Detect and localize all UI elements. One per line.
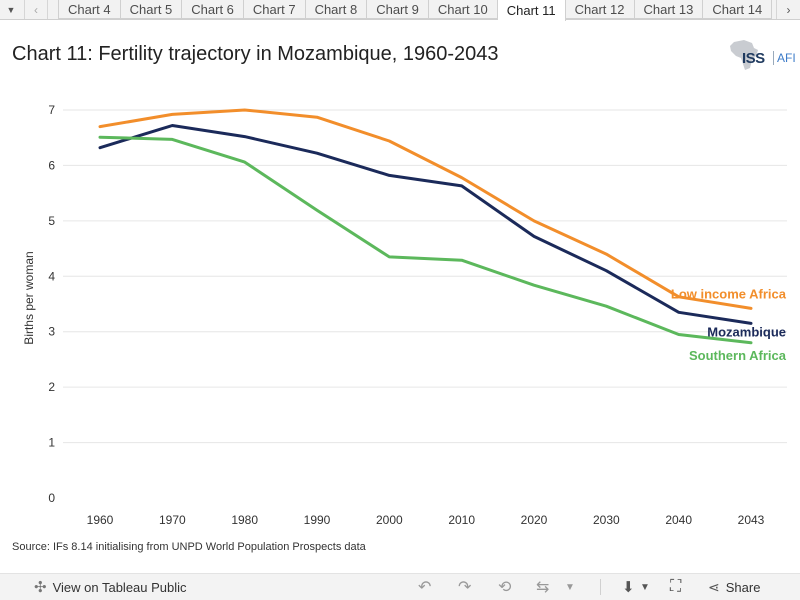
africa-map-icon bbox=[730, 40, 758, 70]
tab-scroll-left-icon[interactable]: ‹ bbox=[24, 0, 48, 19]
share-label: Share bbox=[725, 579, 761, 595]
tab-chart-7[interactable]: Chart 7 bbox=[243, 0, 306, 19]
tableau-toolbar: ✣ View on Tableau Public ↶ ↷ ⟲ ⇆ ▼ ⬇ ▼ ⛶… bbox=[0, 573, 800, 600]
y-tick-label: 7 bbox=[48, 103, 55, 117]
series-line-low-income-africa[interactable] bbox=[98, 108, 753, 310]
tab-chart-14[interactable]: Chart 14 bbox=[703, 0, 773, 19]
tab-chart-5[interactable]: Chart 5 bbox=[120, 0, 183, 19]
series-line-southern-africa[interactable] bbox=[98, 135, 753, 345]
y-tick-label: 2 bbox=[48, 380, 55, 394]
tab-menu-icon[interactable]: ▼ bbox=[6, 5, 16, 15]
share-button[interactable]: ⋖ Share bbox=[708, 574, 760, 600]
y-tick-label: 3 bbox=[48, 325, 55, 339]
x-tick-label: 1960 bbox=[87, 513, 114, 527]
y-tick-label: 4 bbox=[48, 269, 55, 283]
series-label: Southern Africa bbox=[689, 348, 787, 363]
tab-chart-8[interactable]: Chart 8 bbox=[305, 0, 368, 19]
y-tick-label: 1 bbox=[48, 436, 55, 450]
chart-title: Chart 11: Fertility trajectory in Mozamb… bbox=[12, 43, 499, 65]
x-tick-label: 1980 bbox=[231, 513, 258, 527]
share-icon: ⋖ bbox=[708, 578, 720, 595]
tab-chart-11[interactable]: Chart 11 bbox=[497, 0, 566, 21]
toolbar-divider bbox=[600, 579, 601, 595]
series-label: Mozambique bbox=[707, 324, 786, 339]
tab-chart-10[interactable]: Chart 10 bbox=[428, 0, 498, 19]
tab-chart-6[interactable]: Chart 6 bbox=[182, 0, 244, 19]
tab-chart-4[interactable]: Chart 4 bbox=[58, 0, 121, 19]
redo-icon[interactable]: ↷ bbox=[458, 579, 472, 596]
x-tick-label: 1990 bbox=[304, 513, 331, 527]
fullscreen-icon[interactable]: ⛶ bbox=[670, 578, 682, 595]
x-tick-label: 2030 bbox=[593, 513, 620, 527]
y-tick-label: 5 bbox=[48, 214, 55, 228]
x-tick-label: 2043 bbox=[738, 513, 765, 527]
tab-chart-9[interactable]: Chart 9 bbox=[367, 0, 429, 19]
sheet-tabs: Chart 4 Chart 5 Chart 6 Chart 7 Chart 8 Chart… bbox=[58, 0, 773, 21]
logo-iss-text: ISS bbox=[742, 50, 765, 67]
refresh-dropdown-icon[interactable]: ▼ bbox=[565, 581, 575, 593]
x-tick-label: 2040 bbox=[665, 513, 692, 527]
series-label: Low income Africa bbox=[671, 286, 787, 301]
revert-icon[interactable]: ⟲ bbox=[498, 579, 512, 596]
logo-afi-text: AFI bbox=[773, 51, 796, 65]
series-line-mozambique[interactable] bbox=[98, 124, 753, 325]
tab-chart-13[interactable]: Chart 13 bbox=[634, 0, 704, 19]
download-dropdown-icon[interactable]: ▼ bbox=[640, 581, 650, 593]
tableau-logo-icon: ✣ bbox=[34, 579, 47, 596]
view-on-tableau-label: View on Tableau Public bbox=[52, 579, 187, 595]
view-on-tableau-button[interactable]: ✣ View on Tableau Public bbox=[34, 574, 187, 600]
fertility-line-chart: 0 1 2 3 4 5 6 7 1960 1970 1980 1990 2000 2010 2020 2030… bbox=[22, 103, 787, 527]
tab-chart-12[interactable]: Chart 12 bbox=[565, 0, 635, 19]
refresh-icon[interactable]: ⇆ bbox=[536, 579, 550, 596]
source-note: Source: IFs 8.14 initialising from UNPD … bbox=[12, 541, 366, 553]
x-tick-label: 2010 bbox=[448, 513, 475, 527]
tab-scroll-right-icon[interactable]: › bbox=[776, 0, 800, 19]
y-axis-label: Births per woman bbox=[22, 251, 36, 344]
download-icon[interactable]: ⬇ bbox=[622, 579, 635, 596]
x-tick-label: 2000 bbox=[376, 513, 403, 527]
iss-afi-logo: ISS AFI bbox=[726, 38, 796, 74]
undo-icon[interactable]: ↶ bbox=[418, 579, 432, 596]
x-tick-label: 1970 bbox=[159, 513, 186, 527]
y-tick-label: 6 bbox=[48, 158, 55, 172]
x-tick-label: 2020 bbox=[521, 513, 548, 527]
y-tick-label: 0 bbox=[48, 491, 55, 505]
